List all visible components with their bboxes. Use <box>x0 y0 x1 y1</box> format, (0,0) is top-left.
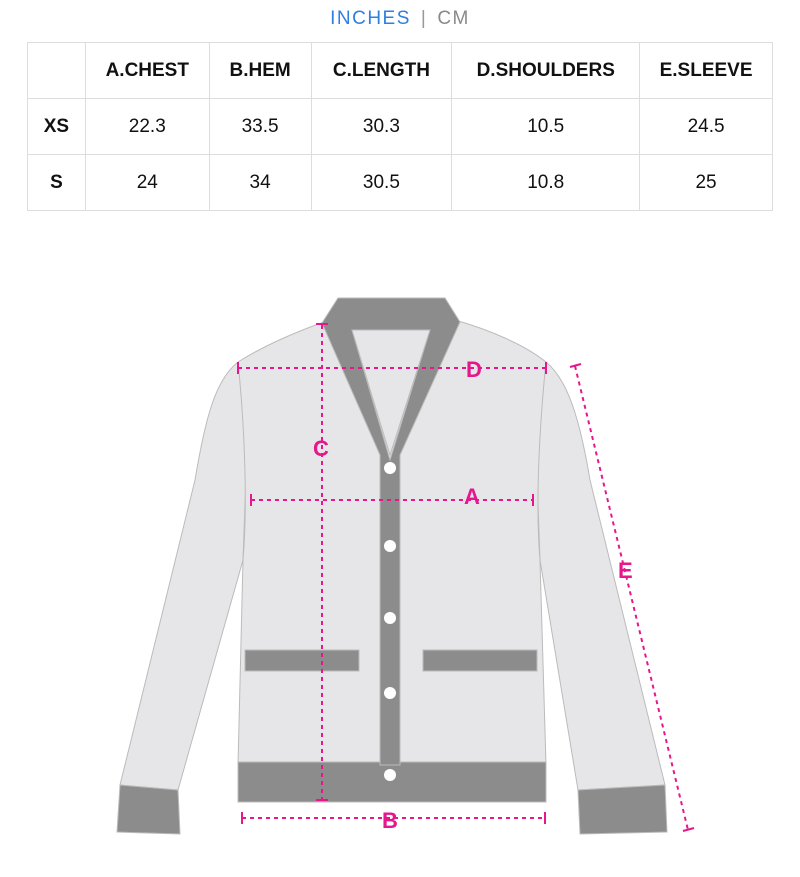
right-pocket <box>422 649 538 672</box>
label-c: C <box>313 436 329 461</box>
table-cell: 30.5 <box>310 154 453 211</box>
table-cell: 24.5 <box>639 98 773 155</box>
header-cell: A.CHEST <box>84 42 210 99</box>
header-cell: D.SHOULDERS <box>451 42 641 99</box>
label-d: D <box>466 357 482 382</box>
label-b: B <box>382 808 398 833</box>
button <box>384 612 396 624</box>
left-cuff <box>116 784 181 835</box>
hem-band <box>237 761 547 803</box>
unit-cm[interactable]: CM <box>437 8 470 29</box>
table-cell: 10.8 <box>451 154 641 211</box>
buttons <box>384 462 396 781</box>
unit-inches[interactable]: INCHES <box>330 8 411 29</box>
unit-separator: | <box>420 8 428 29</box>
table-header-row: A.CHEST B.HEM C.LENGTH D.SHOULDERS E.SLE… <box>27 42 773 99</box>
left-pocket <box>244 649 360 672</box>
tick <box>682 827 695 832</box>
table-row: S 24 34 30.5 10.8 25 <box>27 154 773 211</box>
right-sleeve <box>534 361 666 791</box>
table-cell: 10.5 <box>451 98 641 155</box>
button <box>384 769 396 781</box>
button <box>384 687 396 699</box>
tick <box>569 363 582 368</box>
label-e: E <box>618 558 633 583</box>
header-cell: E.SLEEVE <box>639 42 773 99</box>
label-a: A <box>464 484 480 509</box>
table-cell: 30.3 <box>310 98 453 155</box>
table-cell: 24 <box>84 154 210 211</box>
cardigan-illustration <box>116 297 668 835</box>
table-cell: 34 <box>208 154 312 211</box>
left-sleeve <box>119 361 249 791</box>
button <box>384 540 396 552</box>
table-cell: 25 <box>639 154 773 211</box>
size-table: A.CHEST B.HEM C.LENGTH D.SHOULDERS E.SLE… <box>27 42 773 211</box>
button <box>384 462 396 474</box>
unit-toggle: INCHES | CM <box>0 8 800 30</box>
right-cuff <box>577 784 668 835</box>
header-cell: C.LENGTH <box>310 42 453 99</box>
collar-inner <box>351 329 431 457</box>
